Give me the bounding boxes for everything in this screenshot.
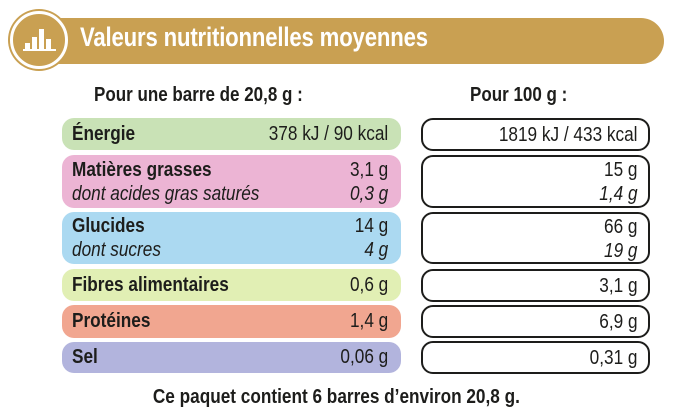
row-proteines-per-bar: Protéines 1,4 g	[62, 305, 401, 338]
row-matieres-grasses-per-100g: 15 g 1,4 g	[421, 155, 650, 208]
value: 0,31 g	[589, 347, 638, 369]
package-note-text: Ce paquet contient 6 barres d’environ 20…	[152, 386, 521, 408]
row-sel-per-bar: Sel 0,06 g	[62, 342, 401, 373]
sub-label: dont sucres	[72, 239, 161, 261]
row-fibres-per-100g: 3,1 g	[421, 269, 650, 302]
sub-value: 4 g	[364, 239, 389, 261]
value: 14 g	[354, 215, 389, 237]
row-glucides-per-bar: Glucides 14 g dont sucres 4 g	[62, 212, 401, 264]
column-header-per-bar: Pour une barre de 20,8 g :	[94, 84, 303, 106]
label: Protéines	[72, 310, 151, 332]
sub-value: 1,4 g	[599, 183, 638, 205]
value: 66 g	[604, 216, 638, 238]
row-proteines-per-100g: 6,9 g	[421, 305, 650, 338]
label: Matières grasses	[72, 159, 212, 181]
value: 1819 kJ / 433 kcal	[498, 124, 638, 146]
label: Glucides	[72, 215, 145, 237]
page-title: Valeurs nutritionnelles moyennes	[80, 22, 428, 52]
value: 0,6 g	[349, 274, 389, 296]
row-matieres-grasses-per-bar: Matières grasses 3,1 g dont acides gras s…	[62, 155, 401, 208]
row-sel-per-100g: 0,31 g	[421, 341, 650, 374]
value: 6,9 g	[599, 311, 638, 333]
sub-label: dont acides gras saturés	[72, 183, 260, 205]
value: 1,4 g	[349, 310, 389, 332]
value: 3,1 g	[599, 275, 638, 297]
value: 15 g	[604, 159, 638, 181]
row-energie-per-bar: Énergie 378 kJ / 90 kcal	[62, 118, 401, 150]
value: 378 kJ / 90 kcal	[268, 123, 389, 145]
label: Énergie	[72, 123, 136, 145]
sub-value: 19 g	[604, 240, 638, 262]
row-glucides-per-100g: 66 g 19 g	[421, 212, 650, 264]
row-fibres-per-bar: Fibres alimentaires 0,6 g	[62, 269, 401, 301]
label: Fibres alimentaires	[72, 274, 229, 296]
title-banner	[16, 18, 664, 64]
label: Sel	[72, 346, 98, 368]
value: 0,06 g	[340, 346, 389, 368]
column-header-per-100g: Pour 100 g :	[470, 84, 568, 106]
bar-chart-icon	[10, 11, 68, 69]
package-note: Ce paquet contient 6 barres d’environ 20…	[0, 386, 673, 409]
sub-value: 0,3 g	[349, 183, 389, 205]
row-energie-per-100g: 1819 kJ / 433 kcal	[421, 118, 650, 151]
value: 3,1 g	[349, 159, 389, 181]
